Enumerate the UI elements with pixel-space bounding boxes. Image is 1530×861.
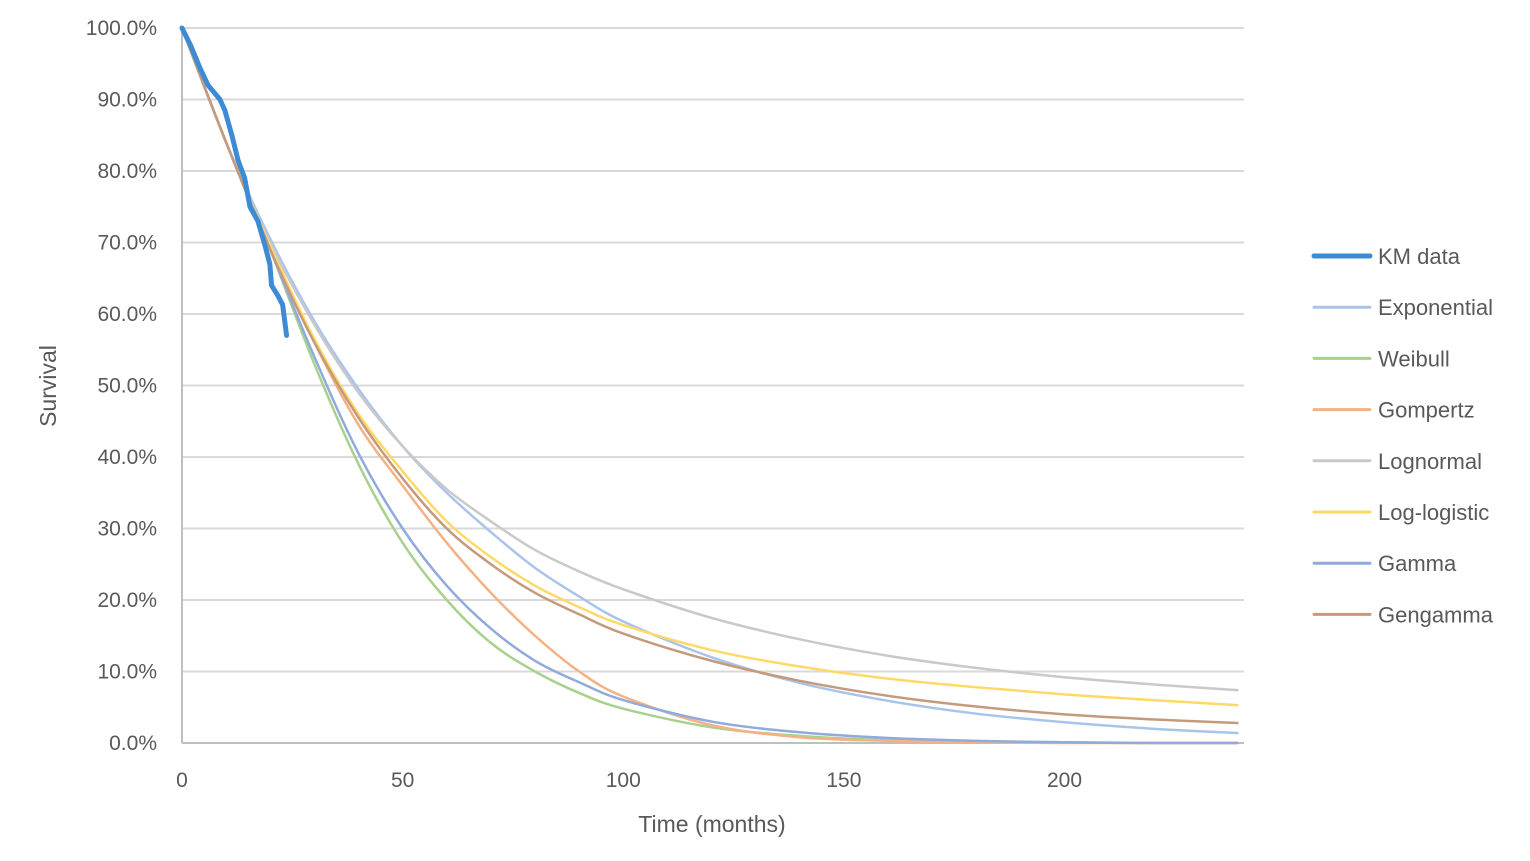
x-tick-label: 200 xyxy=(1047,769,1082,792)
series-line-lognormal xyxy=(180,26,1239,692)
y-tick-label: 80.0% xyxy=(97,160,157,183)
legend-label: Gengamma xyxy=(1378,602,1494,627)
y-tick-label: 70.0% xyxy=(97,232,157,255)
legend-item-km-data: KM data xyxy=(1311,244,1461,269)
legend-item-gengamma: Gengamma xyxy=(1312,602,1494,627)
y-tick-label: 0.0% xyxy=(109,732,157,755)
legend-label: Weibull xyxy=(1378,346,1450,371)
legend-label: Gamma xyxy=(1378,551,1457,576)
y-tick-label: 60.0% xyxy=(97,303,157,326)
legend: KM data Exponential Weibull Gompertz Lognorm… xyxy=(1311,244,1494,627)
series-line-km-data xyxy=(179,25,290,338)
y-tick-label: 40.0% xyxy=(97,446,157,469)
legend-label: Gompertz xyxy=(1378,398,1475,423)
y-tick-label: 20.0% xyxy=(97,589,157,612)
series-line-exponential xyxy=(180,26,1239,735)
y-tick-label: 50.0% xyxy=(97,375,157,398)
plot-area-series xyxy=(179,25,1239,745)
legend-label: Lognormal xyxy=(1378,449,1482,474)
x-tick-label: 100 xyxy=(606,769,641,792)
legend-item-log-logistic: Log-logistic xyxy=(1312,500,1489,525)
legend-item-gamma: Gamma xyxy=(1312,551,1457,576)
y-tick-label: 30.0% xyxy=(97,518,157,541)
x-tick-label: 0 xyxy=(176,769,188,792)
gridlines xyxy=(182,27,1244,673)
y-tick-label: 10.0% xyxy=(97,661,157,684)
y-tick-label: 100.0% xyxy=(86,17,157,40)
x-axis-tick-labels: 0 50 100 150 200 xyxy=(176,769,1082,792)
x-axis-title: Time (months) xyxy=(638,811,785,837)
legend-label: Log-logistic xyxy=(1378,500,1489,525)
legend-item-lognormal: Lognormal xyxy=(1312,449,1482,474)
legend-item-exponential: Exponential xyxy=(1312,295,1493,320)
legend-item-weibull: Weibull xyxy=(1312,346,1450,371)
legend-label: Exponential xyxy=(1378,295,1493,320)
legend-item-gompertz: Gompertz xyxy=(1312,398,1475,423)
y-axis-tick-labels: 0.0% 10.0% 20.0% 30.0% 40.0% 50.0% 60.0% 70.0% 8… xyxy=(86,17,157,755)
x-tick-label: 50 xyxy=(391,769,414,792)
series-line-gengamma xyxy=(180,26,1239,725)
x-tick-label: 150 xyxy=(826,769,861,792)
series-line-gamma xyxy=(180,26,1239,745)
y-tick-label: 90.0% xyxy=(97,89,157,112)
y-axis-title: Survival xyxy=(35,345,61,427)
series-line-log-logistic xyxy=(180,26,1239,707)
legend-label: KM data xyxy=(1378,244,1461,269)
